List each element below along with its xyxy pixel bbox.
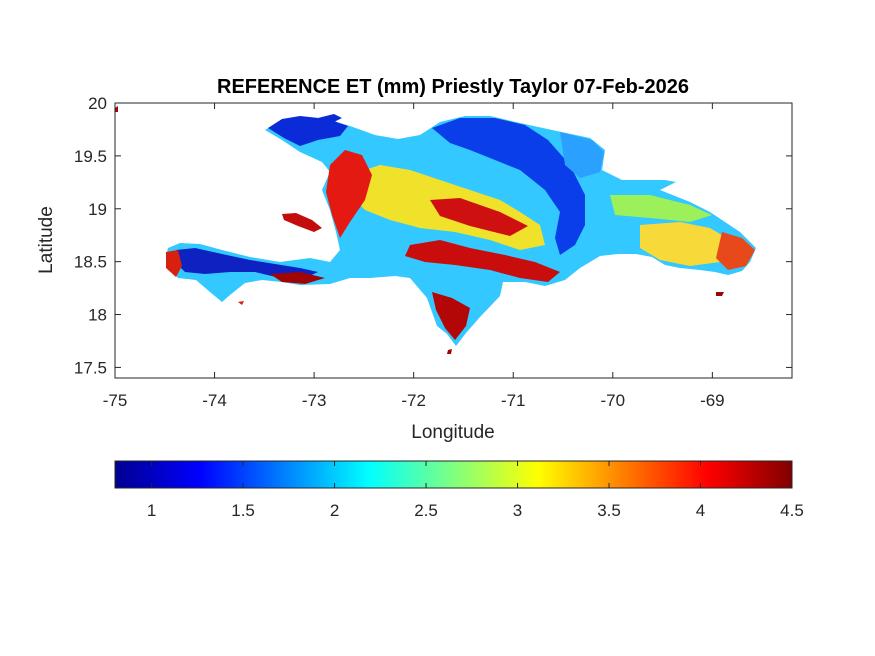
zone-east-tip xyxy=(716,232,755,270)
isla-beata xyxy=(447,349,452,354)
y-tick-label: 19 xyxy=(88,200,107,219)
zone-east-dr-yellow xyxy=(640,222,730,266)
chart-title: REFERENCE ET (mm) Priestly Taylor 07-Feb… xyxy=(217,76,689,98)
x-axis-label: Longitude xyxy=(411,422,494,443)
x-tick-label: -75 xyxy=(103,391,128,410)
x-tick-label: -70 xyxy=(601,391,626,410)
zone-cul-de-sac xyxy=(405,240,560,282)
zone-barahona xyxy=(432,292,470,340)
navassa-speck xyxy=(115,106,118,112)
x-axis-ticks: -75 -74 -73 -72 -71 -70 -69 xyxy=(103,103,725,410)
y-tick-label: 17.5 xyxy=(74,358,107,377)
isla-saona xyxy=(716,292,724,296)
zone-north-haiti xyxy=(268,116,348,146)
axes-frame xyxy=(114,102,793,379)
zone-cordillera-central xyxy=(432,118,585,255)
zone-southern-peninsula xyxy=(175,248,318,278)
x-tick-label: -71 xyxy=(501,391,526,410)
colorbar-tick-label: 4 xyxy=(696,501,705,520)
y-tick-label: 20 xyxy=(88,94,107,113)
small-islands xyxy=(115,106,724,354)
zone-central-hotspot xyxy=(430,198,528,236)
colorbar-tick-label: 3 xyxy=(513,501,522,520)
zone-east-dr-green xyxy=(610,195,712,222)
et-map xyxy=(115,106,756,354)
high-et-zones xyxy=(166,150,755,340)
x-tick-label: -73 xyxy=(302,391,327,410)
colorbar: 1 1.5 2 2.5 3 3.5 4 4.5 xyxy=(114,460,804,520)
colorbar-ticks: 1 1.5 2 2.5 3 3.5 4 4.5 xyxy=(147,461,804,520)
y-axis-ticks: 20 19.5 19 18.5 18 17.5 xyxy=(74,94,792,377)
x-tick-label: -74 xyxy=(202,391,227,410)
y-tick-label: 18.5 xyxy=(74,253,107,272)
colorbar-tick-label: 4.5 xyxy=(780,501,804,520)
zone-west-tip xyxy=(166,250,182,277)
zone-south-coast-haiti xyxy=(270,272,325,284)
y-tick-label: 19.5 xyxy=(74,147,107,166)
colorbar-tick-label: 1.5 xyxy=(231,501,255,520)
y-axis-label: Latitude xyxy=(36,206,57,274)
ile-a-vache xyxy=(238,301,244,305)
colorbar-tick-label: 1 xyxy=(147,501,156,520)
zone-artibonite xyxy=(326,150,372,238)
colorbar-tick-label: 2 xyxy=(330,501,339,520)
y-tick-label: 18 xyxy=(88,306,107,325)
x-tick-label: -69 xyxy=(700,391,725,410)
colorbar-tick-label: 3.5 xyxy=(597,501,621,520)
ile-de-la-tortue xyxy=(318,114,342,124)
x-tick-label: -72 xyxy=(401,391,426,410)
colorbar-tick-label: 2.5 xyxy=(414,501,438,520)
ile-de-la-gonave xyxy=(282,213,322,232)
colorbar-gradient xyxy=(114,460,793,489)
low-et-zones xyxy=(175,116,604,278)
zone-northeast-dr xyxy=(560,132,604,178)
